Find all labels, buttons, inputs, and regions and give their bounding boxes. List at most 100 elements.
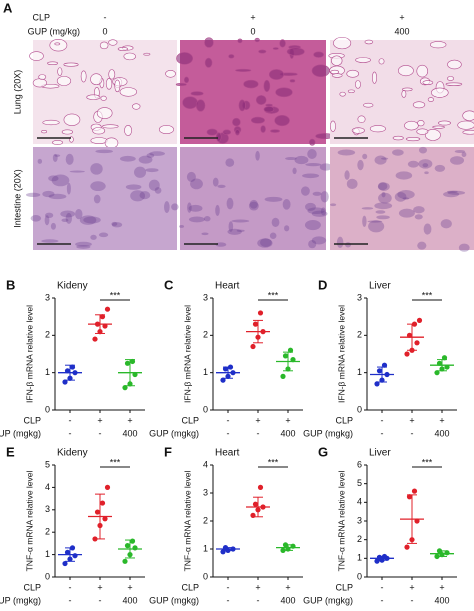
tissue-texture	[438, 120, 451, 126]
tissue-texture	[50, 222, 56, 230]
tissue-texture	[69, 170, 85, 173]
tissue-texture	[264, 196, 283, 202]
image-row-label: Intestine (20X)	[12, 169, 22, 228]
image-row-label: Lung (20X)	[12, 70, 22, 115]
tissue-texture	[337, 149, 356, 156]
y-axis-label: TNF-α mRNA relative level	[336, 470, 346, 571]
tissue-texture	[204, 37, 214, 48]
data-point	[441, 355, 448, 361]
data-point	[124, 360, 131, 366]
tissue-texture	[424, 171, 429, 175]
y-tick-label: 2	[357, 534, 362, 544]
tissue-texture	[398, 65, 414, 77]
tissue-texture	[60, 210, 76, 218]
tissue-texture	[446, 190, 458, 193]
tissue-texture	[371, 71, 377, 84]
tissue-texture	[431, 87, 449, 98]
tissue-texture	[260, 238, 272, 247]
tissue-texture	[61, 218, 69, 223]
x-row-value: 400	[122, 595, 137, 605]
tissue-texture	[404, 120, 419, 131]
panel-letter: B	[6, 277, 15, 292]
tissue-texture	[130, 190, 146, 202]
y-tick-label: 1	[45, 367, 50, 377]
tissue-texture	[203, 216, 211, 222]
tissue-texture	[38, 74, 47, 80]
y-tick-label: 1	[357, 367, 362, 377]
tissue-texture	[66, 182, 71, 195]
tissue-texture	[190, 178, 203, 190]
tissue-texture	[195, 99, 206, 112]
tissue-texture	[347, 89, 355, 93]
tissue-texture	[92, 127, 106, 135]
tissue-texture	[148, 179, 160, 191]
y-axis-label: IFN-β mRNA relative level	[24, 305, 34, 403]
data-point	[416, 317, 423, 323]
tissue-texture	[380, 157, 389, 160]
tissue-texture	[394, 192, 407, 202]
data-point	[222, 366, 229, 372]
x-row-label: GUP (mgkg)	[303, 595, 353, 605]
tissue-texture	[134, 166, 147, 178]
tissue-texture	[263, 106, 275, 113]
x-row-value: +	[409, 582, 414, 592]
y-tick-label: 0	[203, 404, 208, 414]
x-row-value: 400	[280, 595, 295, 605]
tissue-texture	[237, 38, 243, 44]
tissue-texture	[369, 125, 386, 133]
tissue-texture	[226, 197, 234, 210]
micrograph	[180, 40, 326, 144]
tissue-texture	[243, 79, 259, 89]
tissue-texture	[217, 184, 226, 189]
x-row-value: -	[227, 595, 230, 605]
tissue-texture	[392, 149, 404, 156]
y-tick-label: 0	[45, 404, 50, 414]
tissue-texture	[29, 51, 44, 61]
data-point	[252, 321, 259, 327]
tissue-texture	[422, 163, 429, 168]
y-axis-label: TNF-α mRNA relative level	[182, 470, 192, 571]
tissue-texture	[63, 113, 81, 126]
x-row-value: +	[97, 582, 102, 592]
significance-label: ***	[110, 290, 121, 300]
tissue-texture	[312, 191, 322, 196]
tissue-texture	[274, 115, 290, 127]
tissue-texture	[111, 222, 123, 228]
tissue-texture	[86, 94, 101, 100]
chart-title: Liver	[369, 281, 391, 292]
tissue-texture	[302, 173, 320, 179]
x-row-label: CLP	[335, 582, 353, 592]
significance-label: ***	[422, 290, 433, 300]
tissue-texture	[308, 239, 317, 249]
data-point	[132, 545, 138, 551]
micrograph	[330, 147, 474, 250]
x-row-value: -	[411, 428, 414, 438]
x-row-value: 400	[122, 428, 137, 438]
tissue-texture	[119, 155, 136, 162]
y-tick-label: 5	[45, 459, 50, 469]
tissue-texture	[232, 117, 241, 127]
data-point	[104, 484, 111, 490]
tissue-texture	[395, 171, 413, 180]
y-tick-label: 0	[45, 571, 50, 581]
tissue-texture	[41, 129, 47, 134]
x-row-label: CLP	[181, 582, 199, 592]
tissue-texture	[42, 190, 55, 198]
x-row-value: -	[381, 582, 384, 592]
data-point	[381, 362, 388, 368]
row-value: +	[250, 12, 255, 22]
tissue-texture	[182, 96, 198, 109]
panel-letter: D	[318, 277, 327, 292]
tissue-texture	[397, 190, 415, 199]
tissue-texture	[275, 87, 293, 98]
tissue-texture	[378, 58, 385, 65]
x-row-value: 400	[434, 595, 449, 605]
tissue-texture	[32, 78, 47, 88]
x-row-value: -	[381, 415, 384, 425]
tissue-texture	[413, 206, 425, 214]
data-point	[404, 544, 410, 550]
tissue-texture	[402, 87, 413, 92]
data-point	[280, 373, 286, 379]
tissue-texture	[258, 49, 267, 54]
